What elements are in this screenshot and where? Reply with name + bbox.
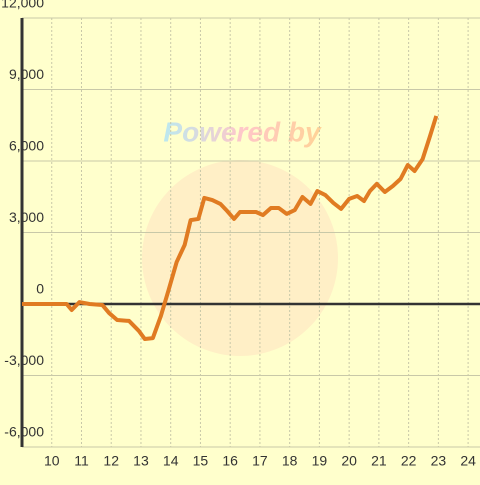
y-tick-label: 12,000 — [1, 0, 44, 11]
x-tick-label: 21 — [371, 453, 387, 469]
y-tick-label: 0 — [36, 281, 44, 297]
line — [22, 115, 439, 342]
x-tick-label: 20 — [341, 453, 357, 469]
x-tick-label: 13 — [133, 453, 149, 469]
x-tick-label: 11 — [74, 453, 89, 469]
x-tick-label: 17 — [252, 453, 268, 469]
x-tick-label: 10 — [44, 453, 60, 469]
y-tick-label: 3,000 — [9, 209, 44, 225]
x-tick-label: 12 — [103, 453, 119, 469]
watermark: Powered by — [163, 116, 322, 147]
watermark-art — [142, 160, 338, 356]
x-tick-label: 23 — [431, 453, 447, 469]
x-tick-label: 24 — [460, 453, 476, 469]
x-tick-label: 22 — [401, 453, 417, 469]
x-tick-label: 18 — [282, 453, 298, 469]
y-tick-label: -3,000 — [4, 352, 44, 368]
y-tick-label: 9,000 — [9, 66, 44, 82]
x-tick-label: 15 — [193, 453, 209, 469]
x-tick-label: 14 — [163, 453, 179, 469]
y-tick-label: -6,000 — [4, 424, 44, 440]
x-tick-label: 16 — [222, 453, 238, 469]
y-tick-label: 6,000 — [9, 138, 44, 154]
x-tick-label: 19 — [312, 453, 328, 469]
